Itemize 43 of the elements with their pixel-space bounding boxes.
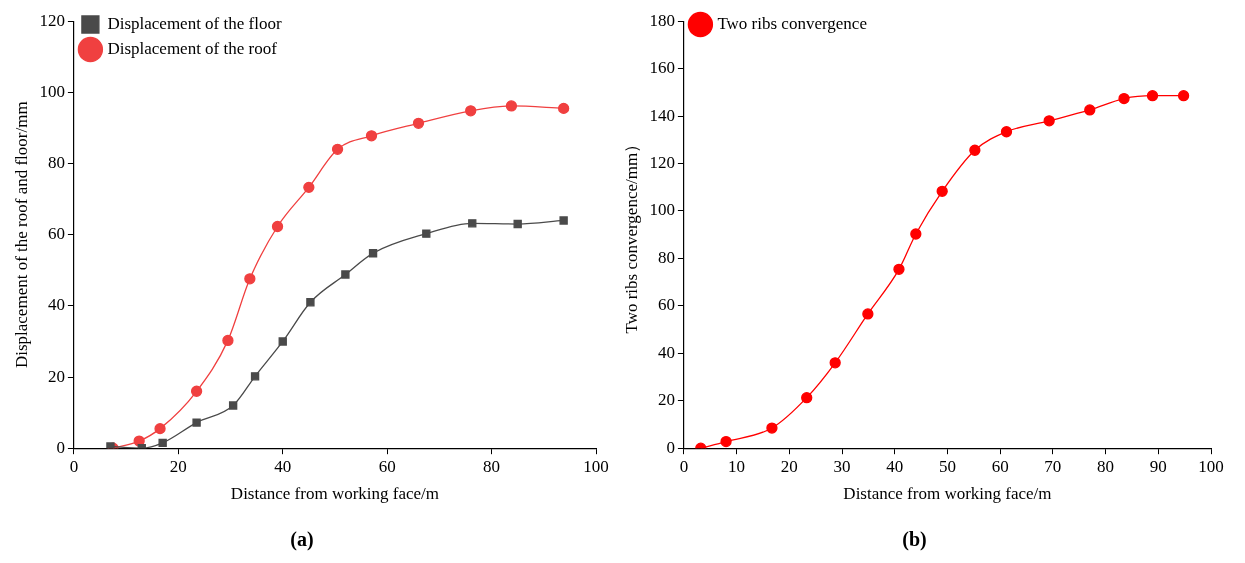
- x-axis-title: Distance from working face/m: [230, 484, 440, 504]
- text: (a): [290, 528, 314, 552]
- x-tick-label: 60: [991, 456, 1009, 476]
- x-tick-label: 80: [483, 456, 501, 476]
- y-tick-label: 40: [657, 342, 675, 362]
- y-tick-label: 180: [649, 10, 675, 30]
- text: (b): [902, 528, 927, 552]
- x-tick-label: 20: [169, 456, 187, 476]
- x-tick-label: 90: [1149, 456, 1167, 476]
- x-tick-label: 0: [69, 456, 79, 476]
- x-tick-label: 70: [1044, 456, 1062, 476]
- y-tick-label: 60: [657, 295, 675, 315]
- x-tick-label: 60: [378, 456, 396, 476]
- x-tick-label: 50: [938, 456, 956, 476]
- x-tick-label: 0: [679, 456, 689, 476]
- y-axis-title: Two ribs convergence/mm）: [621, 135, 641, 334]
- y-tick-label: 160: [649, 58, 675, 78]
- x-tick-label: 20: [780, 456, 798, 476]
- y-tick-label: 20: [657, 390, 675, 410]
- x-tick-label: 100: [583, 456, 609, 476]
- x-tick-label: 10: [728, 456, 746, 476]
- y-tick-label: 0: [56, 437, 65, 457]
- y-tick-label: 100: [39, 81, 65, 101]
- y-tick-label: 20: [47, 366, 65, 386]
- x-axis-title: Distance from working face/m: [843, 484, 1052, 504]
- y-tick-label: 80: [47, 153, 65, 172]
- y-tick-label: 140: [649, 105, 675, 125]
- x-tick-label: 30: [833, 456, 851, 476]
- x-tick-label: 100: [1198, 456, 1224, 476]
- y-tick-label: 120: [649, 153, 675, 172]
- y-tick-label: 60: [47, 224, 65, 244]
- y-tick-label: 0: [666, 437, 675, 457]
- legend-label: Two ribs convergence: [717, 13, 867, 33]
- y-tick-label: 100: [649, 200, 675, 220]
- legend-label: Displacement of the floor: [107, 13, 282, 33]
- y-axis-title: Displacement of the roof and floor/mm: [11, 101, 31, 369]
- y-tick-label: 120: [39, 10, 65, 30]
- y-tick-label: 40: [47, 295, 65, 315]
- legend-label: Displacement of the roof: [107, 38, 278, 58]
- x-tick-label: 80: [1097, 456, 1115, 476]
- x-tick-label: 40: [886, 456, 904, 476]
- x-tick-label: 40: [274, 456, 292, 476]
- y-tick-label: 80: [657, 247, 675, 267]
